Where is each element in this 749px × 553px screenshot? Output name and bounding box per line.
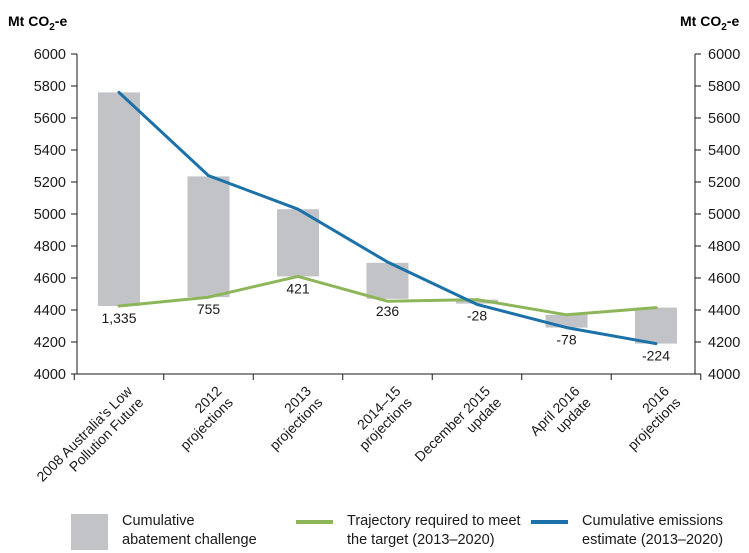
abatement-bar — [456, 299, 498, 304]
left-y-tick-label: 5600 — [34, 111, 66, 127]
bar-data-label: -224 — [642, 348, 670, 364]
series-lines — [117, 90, 658, 346]
left-axis-unit-label: Mt CO2-e — [8, 13, 67, 33]
legend-item-emissions: Cumulative emissions estimate (2013–2020… — [531, 512, 723, 550]
left-y-tick-label: 4400 — [34, 303, 66, 319]
right-y-tick-label: 4800 — [708, 239, 740, 255]
right-y-tick-label: 5200 — [708, 175, 740, 191]
right-y-tick-label: 5600 — [708, 111, 740, 127]
legend-swatch-blue-line — [531, 520, 568, 524]
left-y-tick-label: 4800 — [34, 239, 66, 255]
left-y-tick-label: 5200 — [34, 175, 66, 191]
x-category-label: 2014–15projections — [344, 383, 415, 454]
x-category-label: 2008 Australia's LowPollution Future — [33, 382, 147, 496]
axes: 4000 4000 4200 4200 4400 4400 4600 4600 4800 4800… — [34, 47, 741, 383]
right-y-tick-label: 5800 — [708, 79, 740, 95]
abatement-bar — [187, 176, 230, 298]
x-category-label: 2012projections — [165, 383, 236, 454]
abatement-bar — [98, 92, 140, 307]
right-axis-unit-label: Mt CO2-e — [680, 13, 739, 33]
right-y-tick-label: 4400 — [708, 303, 740, 319]
right-y-tick-label: 6000 — [708, 47, 740, 63]
abatement-bar — [277, 209, 319, 277]
right-y-tick-label: 4000 — [708, 367, 740, 383]
legend-item-trajectory: Trajectory required to meet the target (… — [296, 512, 521, 550]
x-category-label: 2016projections — [613, 383, 684, 454]
left-y-tick-label: 4600 — [34, 271, 66, 287]
left-y-tick-label: 4200 — [34, 335, 66, 351]
emissions-line — [117, 90, 658, 346]
abatement-bar — [635, 307, 677, 344]
right-y-tick-label: 5000 — [708, 207, 740, 223]
left-y-tick-label: 5400 — [34, 143, 66, 159]
trajectory-line — [117, 274, 658, 317]
bar-data-label: 421 — [286, 280, 310, 296]
left-y-tick-label: 4000 — [34, 367, 66, 383]
legend-label-abatement: Cumulative abatement challenge — [122, 513, 257, 548]
legend: Cumulative abatement challenge Trajector… — [0, 512, 749, 553]
x-category-label: April 2016update — [527, 383, 594, 450]
right-y-tick-label: 4600 — [708, 271, 740, 287]
chart: Mt CO2-e Mt CO2-e 4000 4000 4200 4200 4400 44… — [8, 13, 741, 496]
legend-item-abatement: Cumulative abatement challenge — [71, 512, 257, 550]
bar-data-label: 755 — [197, 301, 221, 317]
data-labels: 1,335 755 421 236 -28 -78 -224 — [101, 280, 670, 363]
right-y-tick-label: 5400 — [708, 143, 740, 159]
legend-label-emissions: Cumulative emissions estimate (2013–2020… — [582, 513, 724, 548]
bar-data-label: -28 — [467, 308, 487, 324]
bars — [98, 92, 677, 344]
left-y-tick-label: 5800 — [34, 79, 66, 95]
x-category-label: 2013projections — [255, 383, 326, 454]
x-category-label: December 2015update — [411, 383, 504, 476]
bar-data-label: 1,335 — [101, 310, 136, 326]
category-labels: 2008 Australia's LowPollution Future 2012… — [33, 382, 684, 496]
bar-data-label: 236 — [376, 303, 400, 319]
left-y-tick-label: 6000 — [34, 47, 66, 63]
left-y-tick-label: 5000 — [34, 207, 66, 223]
abatement-bar — [545, 314, 588, 328]
right-y-tick-label: 4200 — [708, 335, 740, 351]
legend-label-trajectory: Trajectory required to meet the target (… — [347, 513, 521, 548]
legend-swatch-bar — [71, 514, 108, 550]
legend-swatch-green-line — [296, 520, 333, 524]
bar-data-label: -78 — [556, 332, 576, 348]
